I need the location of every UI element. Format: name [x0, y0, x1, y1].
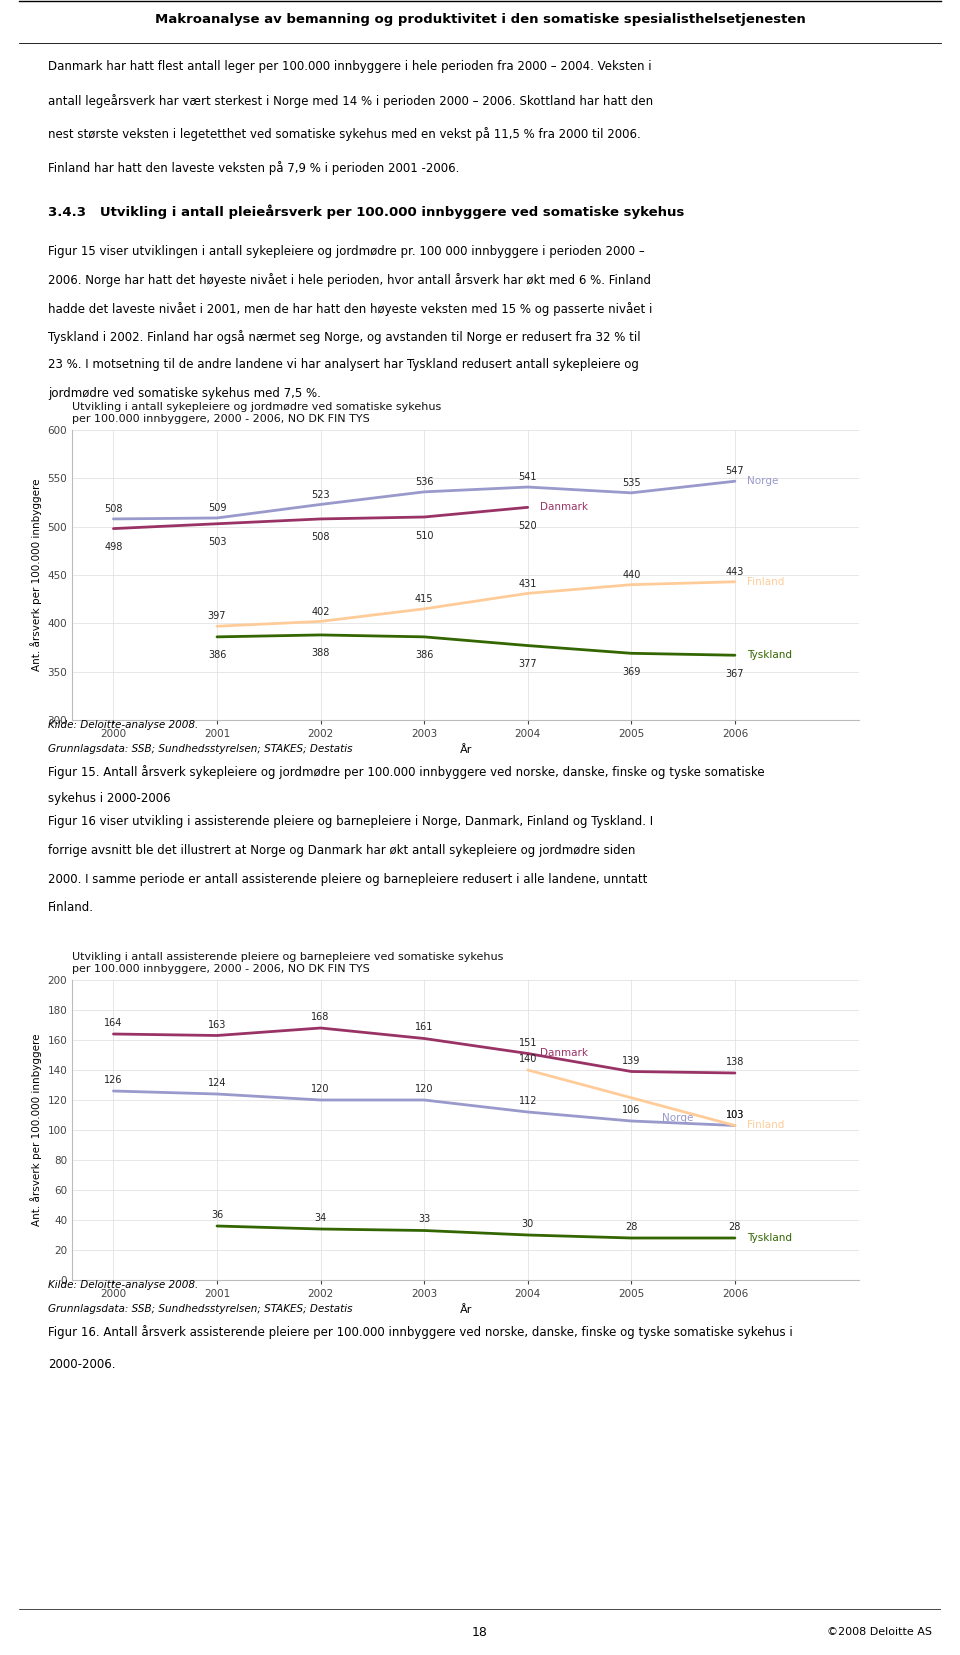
Text: 33: 33 [418, 1215, 430, 1225]
Text: 397: 397 [207, 611, 227, 621]
Text: 523: 523 [311, 490, 330, 500]
Text: 377: 377 [518, 659, 537, 669]
Text: 126: 126 [105, 1076, 123, 1086]
Text: Norge: Norge [662, 1114, 694, 1124]
Text: 443: 443 [726, 568, 744, 578]
Text: 509: 509 [207, 503, 227, 513]
Text: 415: 415 [415, 594, 433, 604]
Text: antall legeårsverk har vært sterkest i Norge med 14 % i perioden 2000 – 2006. Sk: antall legeårsverk har vært sterkest i N… [48, 94, 653, 108]
Text: Finland: Finland [747, 1120, 784, 1130]
Text: Figur 16. Antall årsverk assisterende pleiere per 100.000 innbyggere ved norske,: Figur 16. Antall årsverk assisterende pl… [48, 1326, 793, 1339]
Text: 2000. I samme periode er antall assisterende pleiere og barnepleiere redusert i : 2000. I samme periode er antall assister… [48, 872, 647, 885]
Text: Tyskland: Tyskland [747, 650, 792, 660]
Text: 367: 367 [726, 669, 744, 679]
Text: Grunnlagsdata: SSB; Sundhedsstyrelsen; STAKES; Destatis: Grunnlagsdata: SSB; Sundhedsstyrelsen; S… [48, 745, 352, 755]
Text: Kilde: Deloitte-analyse 2008.: Kilde: Deloitte-analyse 2008. [48, 1279, 199, 1289]
Text: nest største veksten i legetetthet ved somatiske sykehus med en vekst på 11,5 % : nest største veksten i legetetthet ved s… [48, 127, 640, 141]
Text: 2000-2006.: 2000-2006. [48, 1359, 115, 1370]
Text: 3.4.3   Utvikling i antall pleieårsverk per 100.000 innbyggere ved somatiske syk: 3.4.3 Utvikling i antall pleieårsverk pe… [48, 204, 684, 218]
Text: Grunnlagsdata: SSB; Sundhedsstyrelsen; STAKES; Destatis: Grunnlagsdata: SSB; Sundhedsstyrelsen; S… [48, 1304, 352, 1314]
Text: 164: 164 [105, 1018, 123, 1028]
Text: Finland har hatt den laveste veksten på 7,9 % i perioden 2001 -2006.: Finland har hatt den laveste veksten på … [48, 161, 460, 175]
Text: 103: 103 [726, 1109, 744, 1119]
Text: 120: 120 [311, 1084, 330, 1094]
Text: Finland.: Finland. [48, 902, 94, 914]
Text: forrige avsnitt ble det illustrert at Norge og Danmark har økt antall sykepleier: forrige avsnitt ble det illustrert at No… [48, 844, 636, 857]
Text: 138: 138 [726, 1058, 744, 1067]
Text: sykehus i 2000-2006: sykehus i 2000-2006 [48, 793, 171, 804]
Text: 402: 402 [311, 607, 330, 617]
Text: Kilde: Deloitte-analyse 2008.: Kilde: Deloitte-analyse 2008. [48, 720, 199, 730]
Text: 536: 536 [415, 477, 433, 487]
Text: 120: 120 [415, 1084, 433, 1094]
Text: Danmark: Danmark [540, 1049, 588, 1059]
X-axis label: År: År [460, 745, 471, 755]
Text: Figur 15 viser utviklingen i antall sykepleiere og jordmødre pr. 100 000 innbygg: Figur 15 viser utviklingen i antall syke… [48, 245, 645, 258]
Text: 535: 535 [622, 478, 640, 488]
Text: Figur 15. Antall årsverk sykepleiere og jordmødre per 100.000 innbyggere ved nor: Figur 15. Antall årsverk sykepleiere og … [48, 765, 764, 780]
Text: 388: 388 [311, 649, 330, 659]
Text: 23 %. I motsetning til de andre landene vi har analysert har Tyskland redusert a: 23 %. I motsetning til de andre landene … [48, 359, 638, 371]
Text: Norge: Norge [747, 477, 779, 487]
Text: 520: 520 [518, 521, 537, 531]
Text: jordmødre ved somatiske sykehus med 7,5 %.: jordmødre ved somatiske sykehus med 7,5 … [48, 387, 321, 399]
Text: Danmark har hatt flest antall leger per 100.000 innbyggere i hele perioden fra 2: Danmark har hatt flest antall leger per … [48, 60, 652, 73]
Text: 386: 386 [415, 650, 433, 660]
Text: ©2008 Deloitte AS: ©2008 Deloitte AS [827, 1627, 931, 1637]
Text: 106: 106 [622, 1106, 640, 1115]
Text: 124: 124 [207, 1077, 227, 1087]
Text: 18: 18 [472, 1625, 488, 1638]
Text: 541: 541 [518, 472, 537, 482]
Text: 34: 34 [315, 1213, 326, 1223]
Text: 161: 161 [415, 1023, 433, 1033]
Text: 140: 140 [518, 1054, 537, 1064]
Text: 508: 508 [105, 505, 123, 515]
Text: Makroanalyse av bemanning og produktivitet i den somatiske spesialisthelsetjenes: Makroanalyse av bemanning og produktivit… [155, 13, 805, 25]
Text: 508: 508 [311, 533, 330, 543]
Text: Tyskland: Tyskland [747, 1233, 792, 1243]
Text: Danmark: Danmark [540, 503, 588, 513]
Text: 103: 103 [726, 1109, 744, 1119]
Y-axis label: Ant. årsverk per 100.000 innbyggere: Ant. årsverk per 100.000 innbyggere [30, 478, 42, 672]
Text: 30: 30 [521, 1220, 534, 1230]
Text: 112: 112 [518, 1096, 537, 1106]
Text: 510: 510 [415, 531, 433, 541]
Text: Tyskland i 2002. Finland har også nærmet seg Norge, og avstanden til Norge er re: Tyskland i 2002. Finland har også nærmet… [48, 329, 640, 344]
Text: hadde det laveste nivået i 2001, men de har hatt den høyeste veksten med 15 % og: hadde det laveste nivået i 2001, men de … [48, 301, 653, 316]
Y-axis label: Ant. årsverk per 100.000 innbyggere: Ant. årsverk per 100.000 innbyggere [30, 1034, 42, 1226]
Text: 2006. Norge har hatt det høyeste nivået i hele perioden, hvor antall årsverk har: 2006. Norge har hatt det høyeste nivået … [48, 273, 651, 288]
Text: Finland: Finland [747, 576, 784, 588]
Text: 440: 440 [622, 569, 640, 579]
X-axis label: År: År [460, 1304, 471, 1314]
Text: 36: 36 [211, 1210, 223, 1220]
Text: Utvikling i antall sykepleiere og jordmødre ved somatiske sykehus
per 100.000 in: Utvikling i antall sykepleiere og jordmø… [72, 402, 442, 424]
Text: Figur 16 viser utvikling i assisterende pleiere og barnepleiere i Norge, Danmark: Figur 16 viser utvikling i assisterende … [48, 814, 653, 828]
Text: 28: 28 [625, 1221, 637, 1231]
Text: 369: 369 [622, 667, 640, 677]
Text: 163: 163 [207, 1019, 227, 1029]
Text: 503: 503 [207, 538, 227, 548]
Text: 498: 498 [105, 543, 123, 553]
Text: 28: 28 [729, 1221, 741, 1231]
Text: 547: 547 [726, 467, 744, 477]
Text: 386: 386 [207, 650, 227, 660]
Text: 168: 168 [311, 1011, 330, 1023]
Text: 151: 151 [518, 1038, 537, 1048]
Text: 431: 431 [518, 579, 537, 589]
Text: Utvikling i antall assisterende pleiere og barnepleiere ved somatiske sykehus
pe: Utvikling i antall assisterende pleiere … [72, 952, 503, 973]
Text: 139: 139 [622, 1056, 640, 1066]
